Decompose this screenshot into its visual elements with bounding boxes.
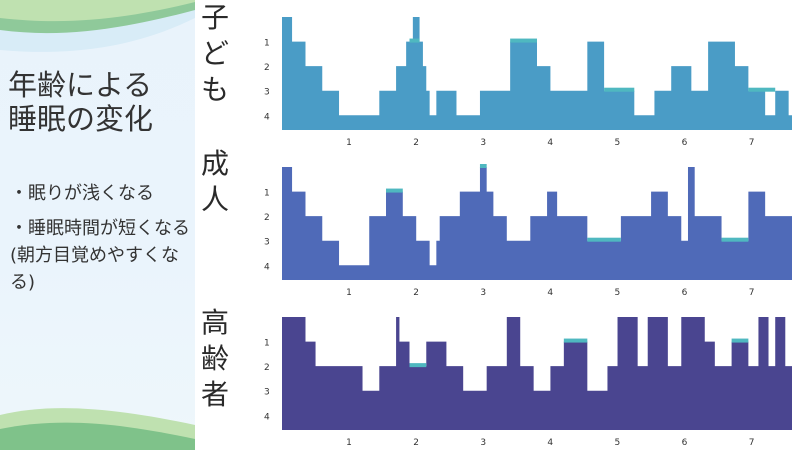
group-label-child: 子ども [200,1,229,106]
x-tick-label: 7 [749,138,755,148]
x-tick-label: 1 [346,288,352,298]
x-tick-label: 1 [346,438,352,448]
sleep-stage-area [282,317,792,430]
y-tick-label: 3 [264,388,270,398]
rem-marker [510,38,537,43]
y-tick-label: 1 [264,39,270,49]
rem-marker [721,237,749,242]
rem-marker [587,237,621,242]
rem-marker [479,164,487,168]
x-tick-label: 2 [413,438,419,448]
x-tick-label: 3 [480,138,486,148]
rem-marker [386,188,403,193]
y-tick-label: 1 [264,339,270,349]
bullet-item: ・睡眠時間が短くなる(朝方目覚めやすくなる) [10,218,190,293]
title-line-2: 睡眠の変化 [8,102,154,136]
y-tick-label: 3 [264,238,270,248]
group-label-adult: 成人 [200,147,229,216]
decorative-hills-top [0,0,195,52]
rem-marker [731,338,749,343]
x-tick-label: 4 [547,288,553,298]
x-tick-label: 6 [682,438,688,448]
rem-marker [748,87,776,92]
x-tick-label: 6 [682,138,688,148]
rem-marker [563,338,588,343]
x-tick-label: 3 [480,438,486,448]
x-tick-label: 7 [749,288,755,298]
x-tick-label: 3 [480,288,486,298]
x-tick-label: 4 [547,138,553,148]
x-tick-label: 7 [749,438,755,448]
rem-marker [604,87,635,92]
x-tick-label: 2 [413,288,419,298]
sleep-stage-area [282,167,792,280]
chart-child: 1 2 3 4 1 2 3 4 5 6 7 [252,5,800,150]
chart-elderly: 1 2 3 4 1 2 3 4 5 6 7 [252,305,800,450]
bullet-item: ・眠りが浅くなる [10,183,154,204]
y-tick-label: 2 [264,63,270,73]
x-tick-label: 1 [346,138,352,148]
y-tick-label: 3 [264,88,270,98]
x-tick-label: 6 [682,288,688,298]
x-tick-label: 2 [413,138,419,148]
left-panel: 年齢による 睡眠の変化 ・眠りが浅くなる ・睡眠時間が短くなる(朝方目覚めやすく… [0,0,195,450]
y-tick-label: 4 [264,112,270,122]
y-tick-label: 1 [264,189,270,199]
x-tick-label: 4 [547,438,553,448]
x-tick-label: 5 [615,138,621,148]
rem-marker [409,363,427,368]
x-tick-label: 5 [615,438,621,448]
y-tick-label: 4 [264,412,270,422]
group-label-elderly: 高齢者 [200,306,229,411]
y-tick-label: 4 [264,262,270,272]
y-tick-label: 2 [264,363,270,373]
chart-adult: 1 2 3 4 1 2 3 4 5 6 7 [252,155,800,300]
hypnogram-child: 1 2 3 4 1 2 3 4 5 6 7 [264,17,792,148]
hypnogram-elderly: 1 2 3 4 1 2 3 4 5 6 7 [264,317,792,448]
decorative-hills-bottom [0,408,195,450]
sleep-stage-area [282,17,792,130]
title-line-1: 年齢による [8,68,153,102]
slide-title: 年齢による 睡眠の変化 [8,68,193,136]
y-tick-label: 2 [264,213,270,223]
hypnogram-adult: 1 2 3 4 1 2 3 4 5 6 7 [264,164,792,298]
x-tick-label: 5 [615,288,621,298]
bullet-list: ・眠りが浅くなる ・睡眠時間が短くなる(朝方目覚めやすくなる) [10,180,195,304]
rem-marker [409,38,420,43]
